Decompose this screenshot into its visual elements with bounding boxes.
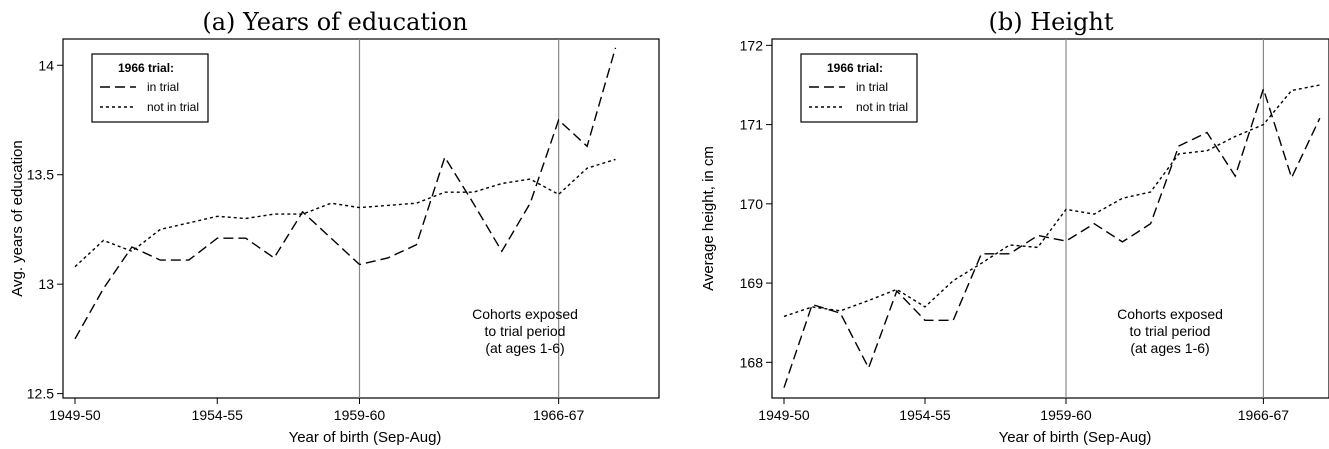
data-point xyxy=(980,252,983,255)
annotation-text: (at ages 1-6) xyxy=(1130,340,1209,356)
x-tick-label: 1966-67 xyxy=(533,407,585,423)
x-tick-label: 1966-67 xyxy=(1238,407,1290,423)
x-axis-label: Year of birth (Sep-Aug) xyxy=(999,429,1152,446)
x-tick-label: 1954-55 xyxy=(192,407,244,423)
plot-frame xyxy=(62,38,660,399)
data-point xyxy=(1290,89,1293,92)
series-line-in-trial xyxy=(74,47,617,340)
legend-title: 1966 trial: xyxy=(827,61,883,75)
annotation-text: Cohorts exposed xyxy=(472,306,578,322)
legend-label: in trial xyxy=(147,80,179,94)
panel-height: (b) Height 168 169 170 171 172 1949-50 1954-55… xyxy=(665,0,1329,449)
data-point xyxy=(472,191,475,194)
legend-box xyxy=(800,53,918,123)
legend-label: not in trial xyxy=(147,100,199,114)
data-point xyxy=(811,303,814,306)
y-tick-label: 14 xyxy=(38,57,54,73)
legend-label: in trial xyxy=(856,80,888,94)
x-tick-label: 1954-55 xyxy=(899,407,951,423)
series-line-in-trial xyxy=(783,86,1321,388)
x-axis-label: Year of birth (Sep-Aug) xyxy=(289,429,442,446)
x-tick-label: 1959-60 xyxy=(1040,407,1092,423)
annotation-text: to trial period xyxy=(485,323,566,339)
y-tick-label: 13.5 xyxy=(27,167,54,183)
x-tick-label: 1959-60 xyxy=(334,407,386,423)
y-tick-label: 13 xyxy=(38,276,54,292)
legend-box xyxy=(91,53,209,123)
data-point xyxy=(1036,234,1039,237)
chart-title: (b) Height xyxy=(988,8,1114,36)
chart-education: 12.5 13 13.5 14 1949-50 1954-55 1959-60 1966-67… xyxy=(9,38,660,446)
chart-height: 168 169 170 171 172 1949-50 1954-55 1959-60 1966… xyxy=(700,37,1329,446)
annotation-text: (at ages 1-6) xyxy=(485,340,564,356)
series-line-not-in-trial xyxy=(74,158,616,268)
x-tick-label: 1949-50 xyxy=(49,407,101,423)
legend-title: 1966 trial: xyxy=(118,61,174,75)
data-point xyxy=(273,213,276,216)
annotation-text: Cohorts exposed xyxy=(1117,306,1223,322)
panel-education: (a) Years of education 12.5 13 13.5 14 1949-… xyxy=(0,0,664,449)
y-tick-label: 168 xyxy=(740,354,764,370)
legend-label: not in trial xyxy=(856,100,908,114)
data-point xyxy=(1290,176,1293,179)
series-line-not-in-trial xyxy=(783,84,1320,318)
data-point xyxy=(839,309,842,312)
data-point xyxy=(839,312,842,315)
y-tick-label: 12.5 xyxy=(27,386,54,402)
y-tick-label: 169 xyxy=(740,275,764,291)
data-point xyxy=(273,256,276,259)
data-point xyxy=(529,202,532,205)
y-tick-label: 170 xyxy=(740,196,764,212)
y-tick-label: 171 xyxy=(740,117,764,133)
chart-title: (a) Years of education xyxy=(202,8,468,36)
y-axis-label: Average height, in cm xyxy=(700,146,717,291)
plot-frame xyxy=(771,38,1329,399)
annotation-text: to trial period xyxy=(1130,323,1211,339)
y-axis-label: Avg. years of education xyxy=(9,140,26,297)
y-tick-label: 172 xyxy=(740,37,764,53)
data-point xyxy=(102,287,105,290)
x-tick-label: 1949-50 xyxy=(758,407,810,423)
